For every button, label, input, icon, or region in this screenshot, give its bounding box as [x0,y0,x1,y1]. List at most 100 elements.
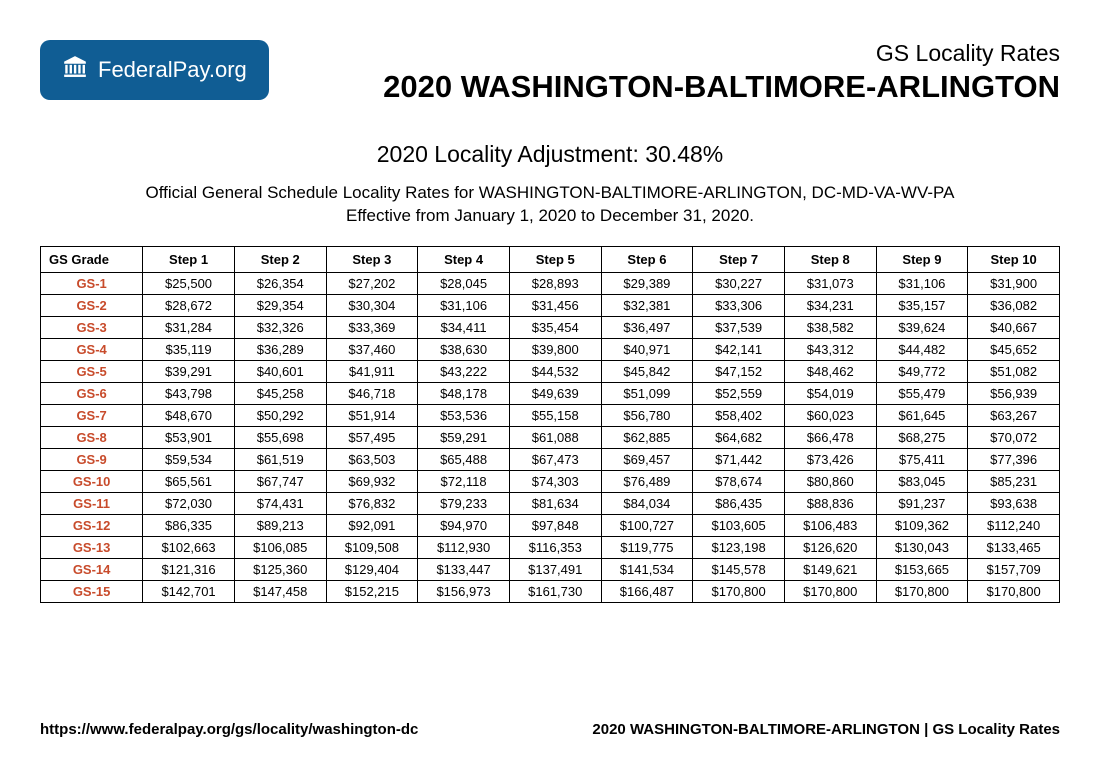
pay-cell: $94,970 [418,514,510,536]
pay-cell: $86,435 [693,492,785,514]
pay-cell: $137,491 [509,558,601,580]
pay-cell: $36,497 [601,316,693,338]
pay-cell: $30,227 [693,272,785,294]
pay-cell: $130,043 [876,536,968,558]
bank-icon [62,54,88,86]
pay-cell: $65,488 [418,448,510,470]
pay-cell: $25,500 [143,272,235,294]
pay-cell: $145,578 [693,558,785,580]
pay-cell: $43,312 [784,338,876,360]
pay-cell: $67,473 [509,448,601,470]
pay-cell: $60,023 [784,404,876,426]
pay-cell: $31,456 [509,294,601,316]
pay-cell: $69,457 [601,448,693,470]
pay-cell: $170,800 [876,580,968,602]
pay-cell: $35,157 [876,294,968,316]
table-row: GS-4$35,119$36,289$37,460$38,630$39,800$… [41,338,1060,360]
pay-cell: $84,034 [601,492,693,514]
pay-cell: $34,411 [418,316,510,338]
footer: https://www.federalpay.org/gs/locality/w… [40,721,1060,738]
pay-cell: $33,306 [693,294,785,316]
pay-cell: $74,303 [509,470,601,492]
pay-cell: $92,091 [326,514,418,536]
pay-cell: $34,231 [784,294,876,316]
pay-cell: $69,932 [326,470,418,492]
pay-cell: $51,099 [601,382,693,404]
col-step: Step 6 [601,246,693,272]
pay-cell: $31,073 [784,272,876,294]
pay-cell: $43,222 [418,360,510,382]
pay-cell: $43,798 [143,382,235,404]
pay-cell: $93,638 [968,492,1060,514]
pay-cell: $61,088 [509,426,601,448]
pay-cell: $73,426 [784,448,876,470]
adjustment-line: 2020 Locality Adjustment: 30.48% [40,141,1060,168]
table-row: GS-10$65,561$67,747$69,932$72,118$74,303… [41,470,1060,492]
pay-cell: $45,652 [968,338,1060,360]
description-line1: Official General Schedule Locality Rates… [146,183,955,202]
grade-cell: GS-4 [41,338,143,360]
col-step: Step 5 [509,246,601,272]
pay-cell: $100,727 [601,514,693,536]
pay-cell: $26,354 [234,272,326,294]
pay-cell: $161,730 [509,580,601,602]
pay-cell: $47,152 [693,360,785,382]
pay-cell: $49,772 [876,360,968,382]
col-step: Step 2 [234,246,326,272]
pay-cell: $68,275 [876,426,968,448]
pay-cell: $126,620 [784,536,876,558]
pay-cell: $32,326 [234,316,326,338]
pay-cell: $31,106 [876,272,968,294]
table-row: GS-14$121,316$125,360$129,404$133,447$13… [41,558,1060,580]
pay-cell: $79,233 [418,492,510,514]
logo-suffix: Pay.org [173,57,247,82]
pay-cell: $64,682 [693,426,785,448]
col-step: Step 4 [418,246,510,272]
pay-cell: $53,536 [418,404,510,426]
pay-cell: $152,215 [326,580,418,602]
pay-cell: $75,411 [876,448,968,470]
grade-cell: GS-2 [41,294,143,316]
pay-cell: $51,914 [326,404,418,426]
pay-table: GS GradeStep 1Step 2Step 3Step 4Step 5St… [40,246,1060,603]
pay-cell: $88,836 [784,492,876,514]
table-row: GS-8$53,901$55,698$57,495$59,291$61,088$… [41,426,1060,448]
pay-cell: $55,158 [509,404,601,426]
pay-cell: $149,621 [784,558,876,580]
pay-cell: $103,605 [693,514,785,536]
pay-cell: $30,304 [326,294,418,316]
pay-cell: $39,624 [876,316,968,338]
col-step: Step 1 [143,246,235,272]
pay-cell: $40,667 [968,316,1060,338]
pay-cell: $112,240 [968,514,1060,536]
grade-cell: GS-5 [41,360,143,382]
grade-cell: GS-3 [41,316,143,338]
pay-cell: $86,335 [143,514,235,536]
pay-cell: $42,141 [693,338,785,360]
table-row: GS-5$39,291$40,601$41,911$43,222$44,532$… [41,360,1060,382]
pay-cell: $125,360 [234,558,326,580]
logo-badge: FederalPay.org [40,40,269,100]
pay-cell: $32,381 [601,294,693,316]
table-row: GS-3$31,284$32,326$33,369$34,411$35,454$… [41,316,1060,338]
pay-cell: $27,202 [326,272,418,294]
table-row: GS-7$48,670$50,292$51,914$53,536$55,158$… [41,404,1060,426]
table-header-row: GS GradeStep 1Step 2Step 3Step 4Step 5St… [41,246,1060,272]
pay-cell: $56,939 [968,382,1060,404]
footer-label: 2020 WASHINGTON-BALTIMORE-ARLINGTON | GS… [592,721,1060,738]
table-row: GS-6$43,798$45,258$46,718$48,178$49,639$… [41,382,1060,404]
col-step: Step 8 [784,246,876,272]
pay-cell: $106,085 [234,536,326,558]
pay-cell: $35,119 [143,338,235,360]
pay-cell: $61,645 [876,404,968,426]
grade-cell: GS-8 [41,426,143,448]
pay-cell: $71,442 [693,448,785,470]
pay-cell: $129,404 [326,558,418,580]
pay-cell: $56,780 [601,404,693,426]
table-row: GS-11$72,030$74,431$76,832$79,233$81,634… [41,492,1060,514]
pay-cell: $29,389 [601,272,693,294]
grade-cell: GS-12 [41,514,143,536]
grade-cell: GS-9 [41,448,143,470]
pay-cell: $142,701 [143,580,235,602]
pay-cell: $31,106 [418,294,510,316]
